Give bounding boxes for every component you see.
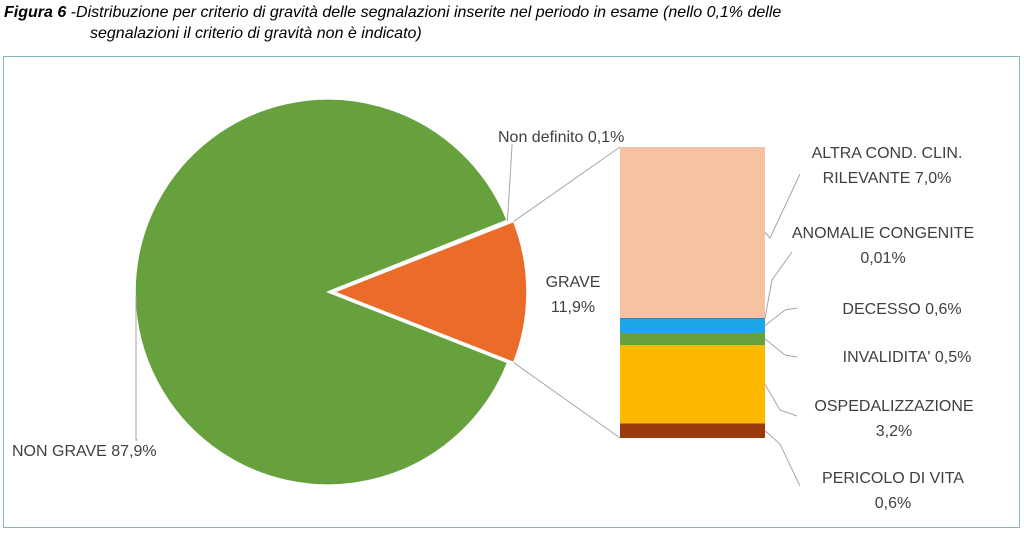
- label-anomalie-line2: 0,01%: [860, 250, 905, 267]
- pie: [134, 98, 528, 486]
- bar-segment-2: [620, 345, 765, 424]
- label-decesso: DECESSO 0,6%: [842, 301, 961, 318]
- bar-segment-3: [620, 332, 765, 346]
- leader-pericolo: [764, 430, 801, 487]
- connector-bottom: [513, 362, 621, 439]
- label-leader-lines: [135, 144, 801, 487]
- figure-label: Figura 6: [4, 4, 67, 21]
- label-anomalie-line1: ANOMALIE CONGENITE: [792, 225, 974, 242]
- leader-ospedalizzazione: [764, 383, 798, 417]
- label-invalidita: INVALIDITA' 0,5%: [843, 349, 972, 366]
- figure-caption: Figura 6 -Distribuzione per criterio di …: [4, 2, 1014, 44]
- caption-text-line2: segnalazioni il criterio di gravità non …: [90, 25, 422, 42]
- label-pericolo-line1: PERICOLO DI VITA: [822, 470, 964, 487]
- stacked-bar: [620, 147, 765, 438]
- leader-decesso: [764, 307, 798, 327]
- pie-bar-connectors: [513, 146, 621, 439]
- connector-top: [513, 146, 621, 222]
- label-ospedalizzazione-line1: OSPEDALIZZAZIONE: [814, 398, 973, 415]
- label-ospedalizzazione-line2: 3,2%: [876, 423, 912, 440]
- label-grave-name: GRAVE: [546, 274, 601, 291]
- label-altra-cond-line2: RILEVANTE 7,0%: [823, 170, 952, 187]
- label-grave-value: 11,9%: [551, 299, 595, 316]
- pie-slice-non-grave: [134, 98, 509, 486]
- bar-segment-1: [620, 423, 765, 438]
- label-altra-cond-line1: ALTRA COND. CLIN.: [812, 145, 963, 162]
- leader-invalidita: [764, 338, 798, 358]
- leader-non-definito: [506, 144, 513, 221]
- leader-anomalie: [764, 251, 793, 319]
- chart-frame: [3, 56, 1020, 528]
- label-non-grave: NON GRAVE 87,9%: [12, 443, 157, 460]
- leader-non-grave: [135, 297, 138, 441]
- label-pericolo-line2: 0,6%: [875, 495, 911, 512]
- bar-segment-6: [620, 147, 765, 319]
- pie-slice-grave: [331, 220, 528, 364]
- label-non-definito: Non definito 0,1%: [498, 129, 624, 146]
- bar-segment-4: [620, 318, 765, 333]
- leader-altra-cond: [764, 173, 801, 239]
- bar-segment-5: [620, 318, 765, 319]
- caption-text-line1: -Distribuzione per criterio di gravità d…: [66, 4, 782, 21]
